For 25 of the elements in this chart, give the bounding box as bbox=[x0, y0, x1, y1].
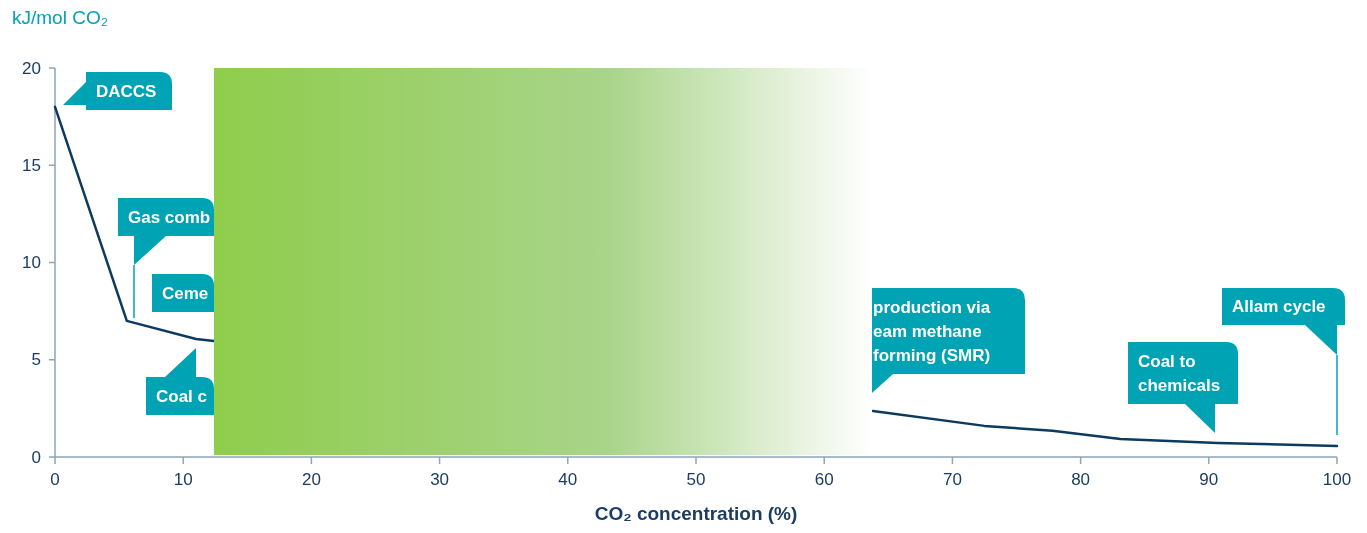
x-tick-label: 0 bbox=[50, 469, 60, 489]
y-tick-label: 0 bbox=[31, 447, 41, 467]
x-tick-label: 40 bbox=[558, 469, 578, 489]
annotation: Coal to chemicals bbox=[1138, 351, 1221, 395]
x-tick-label: 100 bbox=[1322, 469, 1352, 489]
annotation: Coal c bbox=[156, 386, 208, 406]
x-tick-label: 80 bbox=[1071, 469, 1091, 489]
x-tick-label: 70 bbox=[942, 469, 962, 489]
annotation: production via eam methane forming (SMR) bbox=[873, 297, 991, 365]
x-tick-label: 30 bbox=[430, 469, 450, 489]
annotation: DACCS bbox=[96, 81, 157, 101]
x-tick-label: 10 bbox=[173, 469, 193, 489]
y-axis-title: kJ/mol CO₂ bbox=[12, 7, 109, 28]
x-tick-label: 60 bbox=[814, 469, 834, 489]
x-axis-title: CO₂ concentration (%) bbox=[594, 503, 798, 524]
y-tick-label: 5 bbox=[31, 350, 41, 370]
y-tick-label: 15 bbox=[22, 155, 41, 175]
y-tick-label: 20 bbox=[22, 58, 41, 78]
y-tick-label: 10 bbox=[22, 253, 41, 272]
x-tick-label: 50 bbox=[686, 469, 706, 489]
annotation: Allam cycle bbox=[1232, 297, 1326, 316]
annotation: Ceme bbox=[162, 283, 209, 303]
annotation: Gas comb bbox=[128, 207, 211, 227]
x-tick-label: 90 bbox=[1199, 469, 1219, 489]
x-tick-label: 20 bbox=[301, 469, 321, 489]
